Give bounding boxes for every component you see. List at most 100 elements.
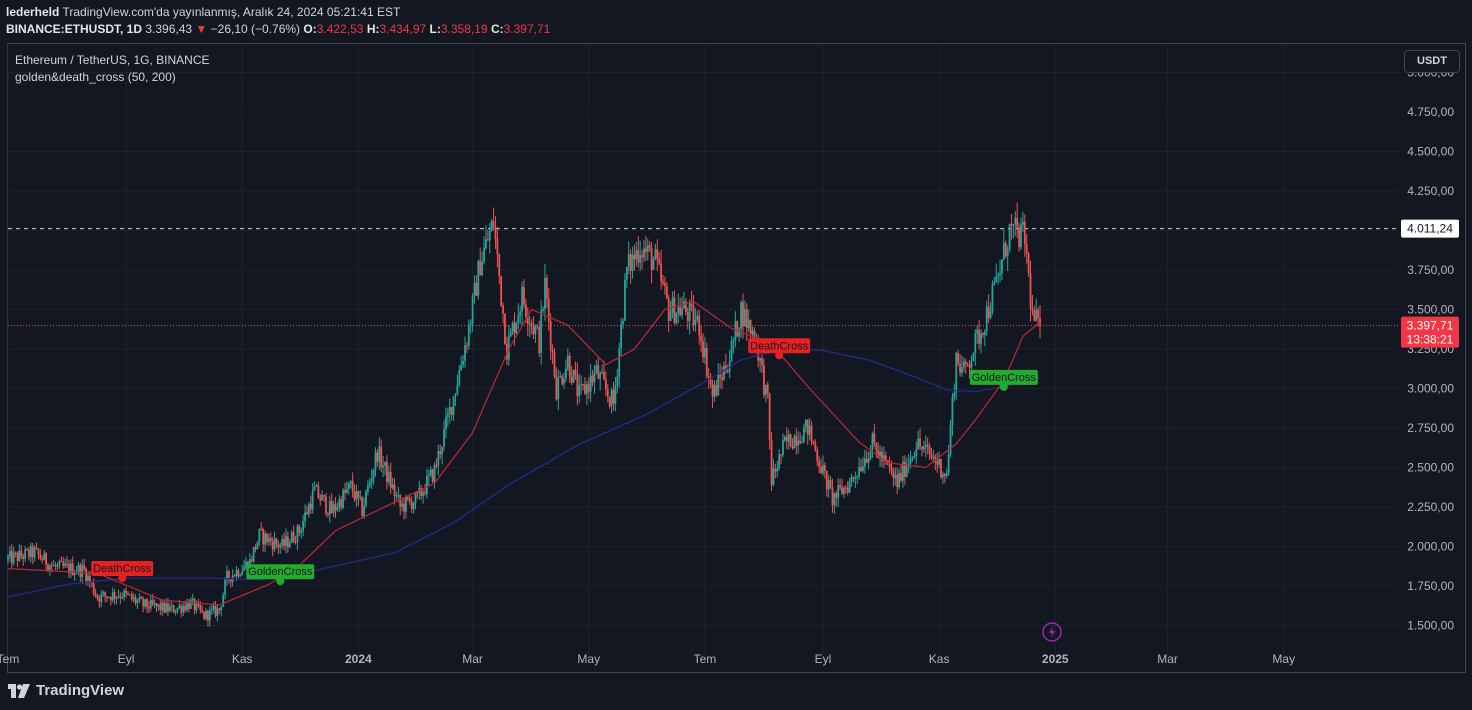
candle-body (494, 227, 497, 239)
tradingview-logo[interactable]: TradingView (8, 682, 124, 699)
candle-body (679, 306, 682, 316)
candle-body (186, 602, 188, 611)
candle-body (917, 438, 920, 449)
candle-body (298, 525, 301, 533)
candle-body (62, 561, 65, 566)
candle-body (172, 605, 175, 613)
candle-body (382, 465, 385, 468)
candle-body (612, 389, 615, 404)
indicator-legend[interactable]: golden&death_cross (50, 200) (15, 70, 176, 84)
candle-body (271, 541, 274, 550)
candle-body (599, 373, 602, 379)
candle-body (534, 327, 537, 335)
candle-body (292, 532, 295, 542)
candle-body (673, 297, 676, 324)
change-value: −26,10 (−0.76%) (210, 22, 301, 36)
candle-body (688, 303, 691, 321)
candle-body (1012, 224, 1015, 226)
candle-body (486, 239, 489, 241)
candle-body (1033, 310, 1036, 321)
symbol-legend[interactable]: Ethereum / TetherUS, 1G, BINANCE (15, 53, 210, 67)
moving-averages (7, 300, 1041, 606)
candle-body (761, 358, 763, 366)
candle-body (881, 451, 883, 462)
candle-body (831, 487, 834, 506)
candle-body (867, 458, 870, 463)
candle-body (485, 239, 487, 249)
candle-body (565, 368, 567, 379)
candle-body (980, 333, 982, 344)
candle-body (121, 597, 124, 599)
price-lines (8, 228, 1398, 327)
candle-body (1002, 242, 1005, 260)
candle-body (957, 352, 960, 364)
candle-body (654, 249, 657, 260)
candle-body (222, 595, 225, 607)
y-tick-label: 1.500,00 (1407, 618, 1454, 632)
candle-body (989, 311, 992, 318)
candle-body (629, 254, 632, 271)
candle-body (233, 575, 236, 577)
candle-body (498, 254, 501, 277)
currency-button[interactable]: USDT (1404, 50, 1460, 73)
candle-body (488, 231, 491, 241)
candle-body (704, 347, 706, 358)
candle-body (848, 481, 851, 493)
candle-body (437, 450, 440, 466)
candle-body (943, 474, 946, 477)
candle-body (467, 325, 470, 346)
publish-info: lederheld TradingView.com'da yayınlanmış… (6, 5, 400, 19)
candle-body (595, 365, 598, 373)
author-name[interactable]: lederheld (6, 5, 60, 19)
candle-body (134, 597, 137, 603)
candle-body (490, 220, 493, 232)
y-tick-label: 4.250,00 (1407, 184, 1454, 198)
candle-body (763, 365, 765, 396)
candle-body (578, 385, 581, 397)
candle-body (492, 220, 495, 228)
candle-body (269, 537, 272, 542)
candle-body (224, 580, 226, 596)
candle-body (184, 605, 186, 611)
candle-body (475, 282, 478, 296)
candle-body (972, 353, 975, 362)
candle-body (395, 495, 398, 497)
candle-body (227, 571, 230, 579)
candle-body (949, 425, 952, 455)
candle-body (799, 440, 802, 444)
candle-body (970, 361, 973, 368)
candle-body (639, 255, 642, 263)
symbol-label[interactable]: BINANCE:ETHUSDT, 1D (6, 22, 143, 36)
candle-body (399, 495, 402, 507)
candle-body (414, 492, 417, 504)
candle-body (197, 603, 200, 605)
ma50-line (7, 300, 1041, 606)
price-axis[interactable]: 1.500,00 1.750,00 2.000,00 2.250,00 2.500,00… (1401, 65, 1459, 632)
time-axis[interactable]: Tem Eyl Kas 2024 Mar May Tem Eyl Kas 2025 Mar May (0, 652, 1295, 666)
candle-body (658, 258, 661, 264)
candle-body (743, 309, 746, 327)
candle-body (751, 330, 754, 334)
candle-body (1021, 221, 1024, 225)
candle-body (692, 305, 695, 326)
candle-body (801, 442, 803, 444)
candle-body (462, 360, 464, 365)
candle-body (441, 446, 444, 455)
golden-cross-label: GoldenCross (972, 372, 1037, 384)
candle-body (843, 487, 845, 494)
candle-body (545, 277, 548, 299)
candle-body (319, 497, 322, 501)
golden-cross-tag (969, 369, 1038, 385)
candle-body (726, 371, 729, 373)
candle-body (355, 490, 358, 500)
candle-body (456, 384, 459, 395)
candle-body (454, 394, 457, 397)
candle-body (180, 605, 183, 613)
candle-body (778, 454, 781, 469)
y-tick-label: 3.750,00 (1407, 263, 1454, 277)
candle-body (174, 611, 177, 613)
death-cross-dot (118, 574, 127, 583)
candle-body (681, 308, 683, 316)
lightning-icon (1042, 622, 1062, 642)
